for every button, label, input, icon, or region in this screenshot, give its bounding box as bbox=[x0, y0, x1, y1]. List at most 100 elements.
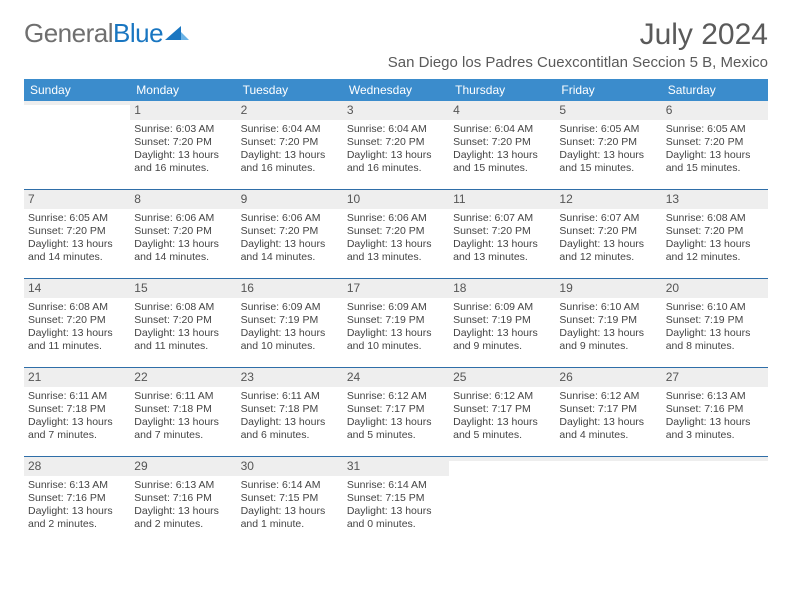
month-title: July 2024 bbox=[388, 18, 768, 52]
sunset-text: Sunset: 7:20 PM bbox=[241, 136, 339, 149]
sunset-text: Sunset: 7:20 PM bbox=[134, 136, 232, 149]
day-number: 24 bbox=[343, 368, 449, 387]
daylight-text: and 6 minutes. bbox=[241, 429, 339, 442]
calendar-cell: 7Sunrise: 6:05 AMSunset: 7:20 PMDaylight… bbox=[24, 190, 130, 278]
daylight-text: Daylight: 13 hours bbox=[666, 416, 764, 429]
sunset-text: Sunset: 7:15 PM bbox=[241, 492, 339, 505]
daylight-text: and 2 minutes. bbox=[134, 518, 232, 531]
daylight-text: Daylight: 13 hours bbox=[347, 416, 445, 429]
daylight-text: Daylight: 13 hours bbox=[134, 238, 232, 251]
day-number: 31 bbox=[343, 457, 449, 476]
day-number: 10 bbox=[343, 190, 449, 209]
sunset-text: Sunset: 7:19 PM bbox=[666, 314, 764, 327]
sunrise-text: Sunrise: 6:12 AM bbox=[347, 390, 445, 403]
daylight-text: and 14 minutes. bbox=[134, 251, 232, 264]
day-number: 5 bbox=[555, 101, 661, 120]
calendar-cell: 14 Sunrise: 6:08 AMSunset: 7:20 PMDayligh… bbox=[24, 279, 130, 367]
calendar: Sunday Monday Tuesday Wednesday Thursday… bbox=[24, 79, 768, 545]
daylight-text: and 4 minutes. bbox=[559, 429, 657, 442]
daylight-text: and 9 minutes. bbox=[453, 340, 551, 353]
day-number: 15 bbox=[130, 279, 236, 298]
daylight-text: and 14 minutes. bbox=[241, 251, 339, 264]
day-number: 8 bbox=[130, 190, 236, 209]
calendar-cell: 16Sunrise: 6:09 AMSunset: 7:19 PMDayligh… bbox=[237, 279, 343, 367]
calendar-cell-empty bbox=[449, 457, 555, 545]
sunset-text: Sunset: 7:20 PM bbox=[134, 225, 232, 238]
sunrise-text: Sunrise: 6:12 AM bbox=[453, 390, 551, 403]
day-number: 11 bbox=[449, 190, 555, 209]
day-number: 29 bbox=[130, 457, 236, 476]
day-number: 19 bbox=[555, 279, 661, 298]
daylight-text: and 11 minutes. bbox=[134, 340, 232, 353]
daylight-text: Daylight: 13 hours bbox=[241, 327, 339, 340]
sunrise-text: Sunrise: 6:10 AM bbox=[559, 301, 657, 314]
brand-logo: GeneralBlue bbox=[24, 18, 191, 49]
brand-part2: Blue bbox=[113, 18, 163, 49]
calendar-cell: 19Sunrise: 6:10 AMSunset: 7:19 PMDayligh… bbox=[555, 279, 661, 367]
daylight-text: Daylight: 13 hours bbox=[28, 505, 126, 518]
calendar-week: 28Sunrise: 6:13 AMSunset: 7:16 PMDayligh… bbox=[24, 456, 768, 545]
calendar-week: 14Sunrise: 6:08 AMSunset: 7:20 PMDayligh… bbox=[24, 278, 768, 367]
daylight-text: Daylight: 13 hours bbox=[347, 327, 445, 340]
day-number: 27 bbox=[662, 368, 768, 387]
sunset-text: Sunset: 7:20 PM bbox=[453, 136, 551, 149]
day-number: 25 bbox=[449, 368, 555, 387]
sunset-text: Sunset: 7:15 PM bbox=[347, 492, 445, 505]
calendar-cell: 6Sunrise: 6:05 AMSunset: 7:20 PMDaylight… bbox=[662, 101, 768, 189]
sunset-text: Sunset: 7:18 PM bbox=[28, 403, 126, 416]
daylight-text: and 7 minutes. bbox=[134, 429, 232, 442]
sunrise-text: Sunrise: 6:11 AM bbox=[241, 390, 339, 403]
daylight-text: Daylight: 13 hours bbox=[453, 416, 551, 429]
sunrise-text: Sunrise: 6:06 AM bbox=[241, 212, 339, 225]
daylight-text: Daylight: 13 hours bbox=[453, 238, 551, 251]
daylight-text: Daylight: 13 hours bbox=[559, 238, 657, 251]
day-number bbox=[24, 101, 130, 105]
day-number bbox=[449, 457, 555, 461]
daylight-text: Daylight: 13 hours bbox=[241, 149, 339, 162]
day-number: 7 bbox=[24, 190, 130, 209]
dow-tuesday: Tuesday bbox=[237, 79, 343, 101]
daylight-text: Daylight: 13 hours bbox=[28, 327, 126, 340]
sunset-text: Sunset: 7:19 PM bbox=[559, 314, 657, 327]
sunset-text: Sunset: 7:20 PM bbox=[347, 225, 445, 238]
dow-saturday: Saturday bbox=[662, 79, 768, 101]
title-block: July 2024 San Diego los Padres Cuexconti… bbox=[388, 18, 768, 71]
calendar-cell-empty bbox=[555, 457, 661, 545]
daylight-text: and 15 minutes. bbox=[666, 162, 764, 175]
sunrise-text: Sunrise: 6:11 AM bbox=[134, 390, 232, 403]
calendar-cell-empty bbox=[24, 101, 130, 189]
day-number: 22 bbox=[130, 368, 236, 387]
day-number: 1 bbox=[130, 101, 236, 120]
sunrise-text: Sunrise: 6:10 AM bbox=[666, 301, 764, 314]
day-number: 14 bbox=[24, 279, 130, 298]
sunrise-text: Sunrise: 6:08 AM bbox=[28, 301, 126, 314]
dow-friday: Friday bbox=[555, 79, 661, 101]
daylight-text: Daylight: 13 hours bbox=[134, 416, 232, 429]
logo-triangle-icon bbox=[165, 18, 191, 49]
daylight-text: Daylight: 13 hours bbox=[134, 149, 232, 162]
sunset-text: Sunset: 7:19 PM bbox=[241, 314, 339, 327]
calendar-cell: 25Sunrise: 6:12 AMSunset: 7:17 PMDayligh… bbox=[449, 368, 555, 456]
day-number: 17 bbox=[343, 279, 449, 298]
calendar-cell-empty bbox=[662, 457, 768, 545]
sunrise-text: Sunrise: 6:08 AM bbox=[666, 212, 764, 225]
calendar-week: 1Sunrise: 6:03 AMSunset: 7:20 PMDaylight… bbox=[24, 101, 768, 189]
sunset-text: Sunset: 7:20 PM bbox=[28, 314, 126, 327]
daylight-text: Daylight: 13 hours bbox=[134, 505, 232, 518]
calendar-week: 7Sunrise: 6:05 AMSunset: 7:20 PMDaylight… bbox=[24, 189, 768, 278]
daylight-text: and 15 minutes. bbox=[453, 162, 551, 175]
daylight-text: and 1 minute. bbox=[241, 518, 339, 531]
calendar-cell: 17Sunrise: 6:09 AMSunset: 7:19 PMDayligh… bbox=[343, 279, 449, 367]
calendar-cell: 12Sunrise: 6:07 AMSunset: 7:20 PMDayligh… bbox=[555, 190, 661, 278]
daylight-text: Daylight: 13 hours bbox=[666, 238, 764, 251]
sunset-text: Sunset: 7:18 PM bbox=[241, 403, 339, 416]
calendar-cell: 10Sunrise: 6:06 AMSunset: 7:20 PMDayligh… bbox=[343, 190, 449, 278]
calendar-body: 1Sunrise: 6:03 AMSunset: 7:20 PMDaylight… bbox=[24, 101, 768, 545]
daylight-text: and 3 minutes. bbox=[666, 429, 764, 442]
day-number: 26 bbox=[555, 368, 661, 387]
day-number: 2 bbox=[237, 101, 343, 120]
sunrise-text: Sunrise: 6:06 AM bbox=[134, 212, 232, 225]
calendar-week: 21Sunrise: 6:11 AMSunset: 7:18 PMDayligh… bbox=[24, 367, 768, 456]
day-number: 28 bbox=[24, 457, 130, 476]
day-number: 21 bbox=[24, 368, 130, 387]
